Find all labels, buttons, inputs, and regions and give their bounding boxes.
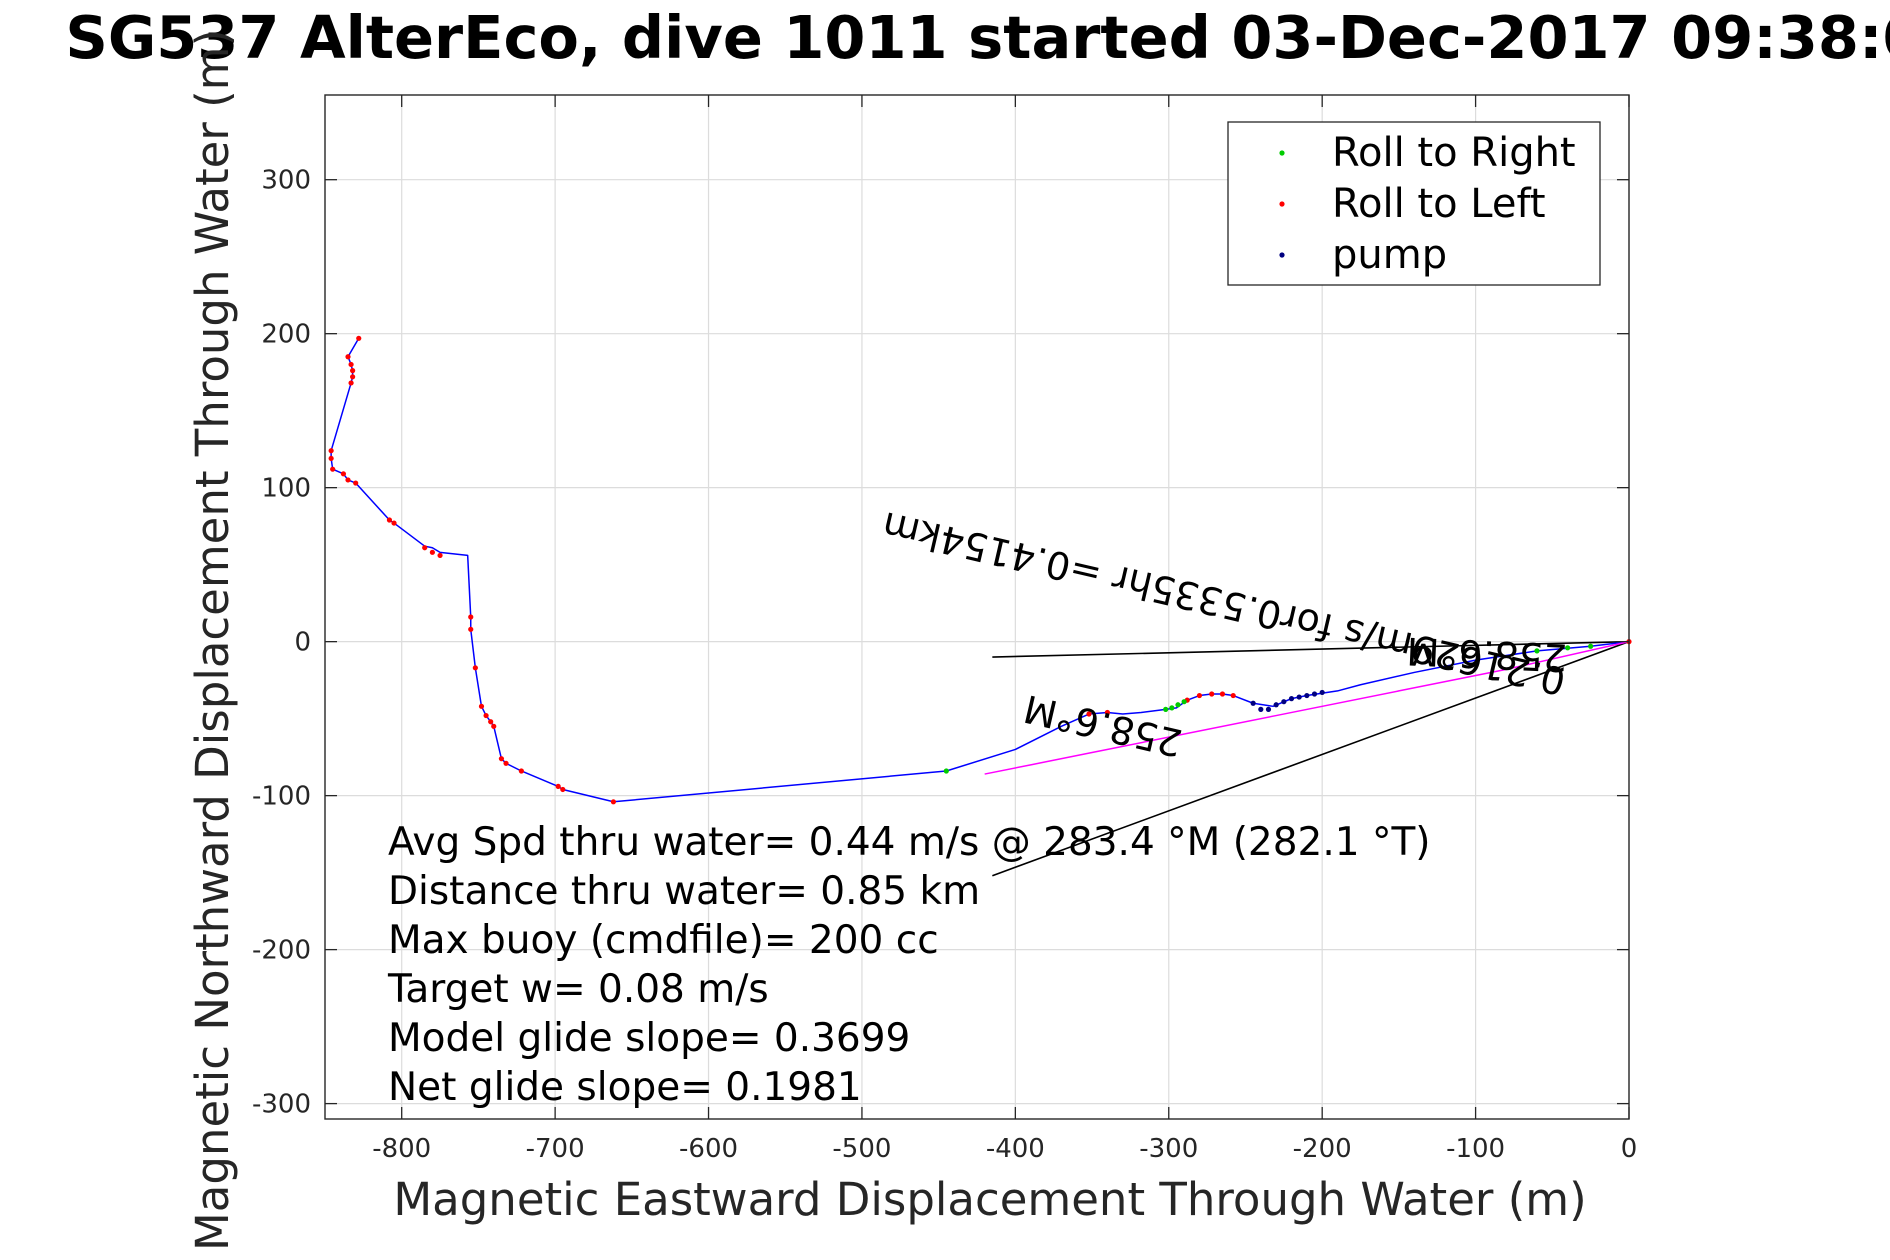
roll-right-point — [1169, 705, 1175, 711]
roll-right-point — [943, 768, 949, 774]
roll-left-point — [472, 665, 478, 671]
x-tick-label: -200 — [1293, 1134, 1352, 1164]
legend-box — [1227, 121, 1601, 286]
stat-line: Net glide slope= 0.1981 — [388, 1065, 862, 1110]
roll-left-point — [386, 517, 393, 523]
roll-left-point — [437, 552, 443, 559]
roll-left-point — [345, 354, 351, 360]
pump-point — [1311, 691, 1318, 697]
x-tick-label: -100 — [1446, 1134, 1505, 1164]
y-tick-label: 200 — [261, 320, 311, 350]
roll-left-point — [468, 614, 474, 620]
roll-left-point — [610, 799, 617, 805]
pump-point — [1265, 706, 1272, 713]
roll-left-point — [353, 480, 359, 486]
pump-point — [1273, 702, 1279, 708]
legend-marker — [1279, 201, 1285, 207]
roll-right-point — [1181, 699, 1187, 705]
legend: Roll to Right Roll to Left pump — [1227, 121, 1601, 286]
data-points — [328, 335, 1632, 805]
x-tick-label: -500 — [832, 1134, 891, 1164]
pump-point — [1250, 700, 1256, 706]
stat-line: Avg Spd thru water= 0.44 m/s @ 283.4 °M … — [388, 820, 1431, 865]
stat-line: Distance thru water= 0.85 km — [388, 869, 980, 914]
roll-left-point — [1086, 711, 1092, 717]
roll-left-point — [1104, 709, 1110, 716]
legend-marker — [1279, 150, 1285, 156]
chart-title: SG537 AlterEco, dive 1011 started 03-Dec… — [65, 3, 1890, 72]
roll-left-point — [498, 756, 505, 762]
stat-line: Max buoy (cmdfile)= 200 cc — [388, 918, 939, 963]
roll-right-point — [1163, 706, 1169, 713]
roll-left-point — [560, 786, 566, 793]
pump-point — [1281, 699, 1287, 705]
stats-block: Avg Spd thru water= 0.44 m/s @ 283.4 °M … — [387, 820, 1431, 1110]
y-tick-label: -200 — [252, 936, 311, 966]
x-tick-label: -400 — [986, 1134, 1045, 1164]
roll-left-point — [483, 712, 489, 719]
pump-point — [1288, 696, 1295, 702]
stat-line: Model glide slope= 0.3699 — [388, 1016, 910, 1061]
y-tick-label: -100 — [252, 782, 311, 812]
roll-left-point — [340, 471, 347, 477]
roll-left-point — [468, 626, 474, 632]
x-tick-label: -600 — [679, 1134, 738, 1164]
pump-point — [1304, 692, 1310, 699]
rotated-annotation: 258.6°M — [1406, 629, 1568, 680]
roll-left-point — [555, 783, 561, 789]
y-tick-label: -300 — [252, 1090, 311, 1120]
pump-point — [1258, 706, 1264, 713]
roll-left-point — [518, 768, 524, 774]
roll-left-point — [348, 380, 354, 386]
roll-left-point — [478, 703, 485, 709]
roll-left-point — [330, 466, 336, 472]
pump-point — [1319, 689, 1325, 696]
x-tick-label: -700 — [526, 1134, 585, 1164]
axis-ticks: -800 -700 -600 -500 -400 -300 -200 -100 0 -300 -20… — [252, 95, 1637, 1164]
pump-point — [1296, 694, 1302, 700]
roll-left-point — [1209, 691, 1215, 697]
plot-frame — [324, 94, 1630, 1120]
x-tick-label: -300 — [1139, 1134, 1198, 1164]
roll-left-point — [391, 520, 397, 526]
roll-right-point — [1588, 643, 1594, 649]
projected-track-line — [984, 640, 1630, 775]
roll-left-point — [350, 368, 356, 374]
stat-line: Target w= 0.08 m/s — [387, 967, 769, 1012]
roll-left-point — [350, 374, 356, 380]
legend-label: Roll to Right — [1332, 130, 1576, 176]
x-tick-label: -800 — [372, 1134, 431, 1164]
y-tick-label: 300 — [261, 166, 311, 196]
roll-left-point — [328, 448, 334, 454]
roll-left-point — [491, 723, 497, 729]
roll-left-point — [328, 455, 334, 462]
y-tick-label: 100 — [261, 474, 311, 504]
y-axis-label: Magnetic Northward Displacement Through … — [186, 29, 239, 1251]
y-tick-label: 0 — [294, 628, 311, 658]
roll-left-point — [503, 760, 509, 766]
roll-left-point — [429, 549, 435, 555]
roll-left-point — [345, 477, 351, 483]
legend-label: Roll to Left — [1332, 181, 1546, 227]
x-tick-label: 0 — [1621, 1134, 1638, 1164]
x-axis-label: Magnetic Eastward Displacement Through W… — [393, 1173, 1586, 1226]
roll-left-point — [348, 361, 354, 368]
legend-marker — [1279, 252, 1285, 258]
roll-left-point — [1219, 691, 1226, 697]
roll-left-point — [1196, 692, 1203, 699]
roll-left-point — [488, 719, 494, 725]
roll-right-point — [1175, 702, 1181, 708]
roll-right-point — [1534, 648, 1540, 654]
legend-label: pump — [1332, 232, 1447, 278]
roll-left-point — [1230, 692, 1236, 699]
current-vector-line — [992, 640, 1630, 658]
roll-left-point — [356, 335, 362, 341]
current-vector-line — [992, 640, 1630, 877]
roll-right-point — [1565, 645, 1571, 651]
roll-left-point — [422, 545, 428, 551]
